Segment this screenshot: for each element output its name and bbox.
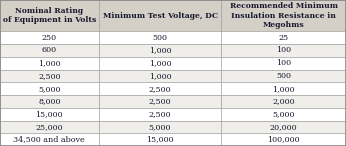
Bar — [99, 108, 221, 121]
Text: 100: 100 — [276, 59, 291, 67]
Bar — [0, 0, 99, 31]
Bar — [221, 82, 346, 95]
Text: Minimum Test Voltage, DC: Minimum Test Voltage, DC — [102, 12, 218, 20]
Text: 25,000: 25,000 — [36, 123, 63, 131]
Bar — [99, 44, 221, 57]
Bar — [99, 95, 221, 108]
Bar — [221, 70, 346, 82]
Text: 15,000: 15,000 — [36, 110, 63, 118]
Bar — [0, 57, 99, 70]
Text: 1,000: 1,000 — [38, 59, 61, 67]
Bar — [221, 0, 346, 31]
Text: 5,000: 5,000 — [272, 110, 295, 118]
Bar — [99, 70, 221, 82]
Text: 2,500: 2,500 — [149, 97, 171, 105]
Bar — [221, 44, 346, 57]
Text: 500: 500 — [276, 72, 291, 80]
Text: 2,500: 2,500 — [149, 85, 171, 93]
Text: 2,500: 2,500 — [149, 110, 171, 118]
Bar — [0, 121, 99, 133]
Bar — [221, 31, 346, 44]
Text: 100: 100 — [276, 46, 291, 54]
Text: 8,000: 8,000 — [38, 97, 61, 105]
Text: 34,500 and above: 34,500 and above — [13, 136, 85, 144]
Bar — [221, 108, 346, 121]
Text: 25: 25 — [279, 34, 289, 42]
Text: 1,000: 1,000 — [149, 46, 171, 54]
Bar — [99, 31, 221, 44]
Bar — [0, 44, 99, 57]
Text: 500: 500 — [153, 34, 167, 42]
Text: 5,000: 5,000 — [149, 123, 171, 131]
Text: 100,000: 100,000 — [267, 136, 300, 144]
Text: 2,000: 2,000 — [272, 97, 295, 105]
Bar — [0, 133, 99, 146]
Text: 20,000: 20,000 — [270, 123, 298, 131]
Text: 250: 250 — [42, 34, 57, 42]
Bar — [99, 0, 221, 31]
Bar — [0, 70, 99, 82]
Text: 5,000: 5,000 — [38, 85, 61, 93]
Bar — [0, 108, 99, 121]
Text: 1,000: 1,000 — [149, 72, 171, 80]
Text: 1,000: 1,000 — [272, 85, 295, 93]
Text: 1,000: 1,000 — [149, 59, 171, 67]
Bar — [0, 95, 99, 108]
Bar — [99, 133, 221, 146]
Bar — [221, 121, 346, 133]
Bar — [221, 57, 346, 70]
Text: 2,500: 2,500 — [38, 72, 61, 80]
Bar — [99, 57, 221, 70]
Bar — [99, 121, 221, 133]
Text: Nominal Rating
of Equipment in Volts: Nominal Rating of Equipment in Volts — [3, 7, 96, 24]
Bar — [0, 31, 99, 44]
Text: Recommended Minimum
Insulation Resistance in
Megohms: Recommended Minimum Insulation Resistanc… — [230, 2, 338, 29]
Text: 15,000: 15,000 — [146, 136, 174, 144]
Bar — [0, 82, 99, 95]
Bar — [221, 95, 346, 108]
Text: 600: 600 — [42, 46, 57, 54]
Bar — [221, 133, 346, 146]
Bar — [99, 82, 221, 95]
